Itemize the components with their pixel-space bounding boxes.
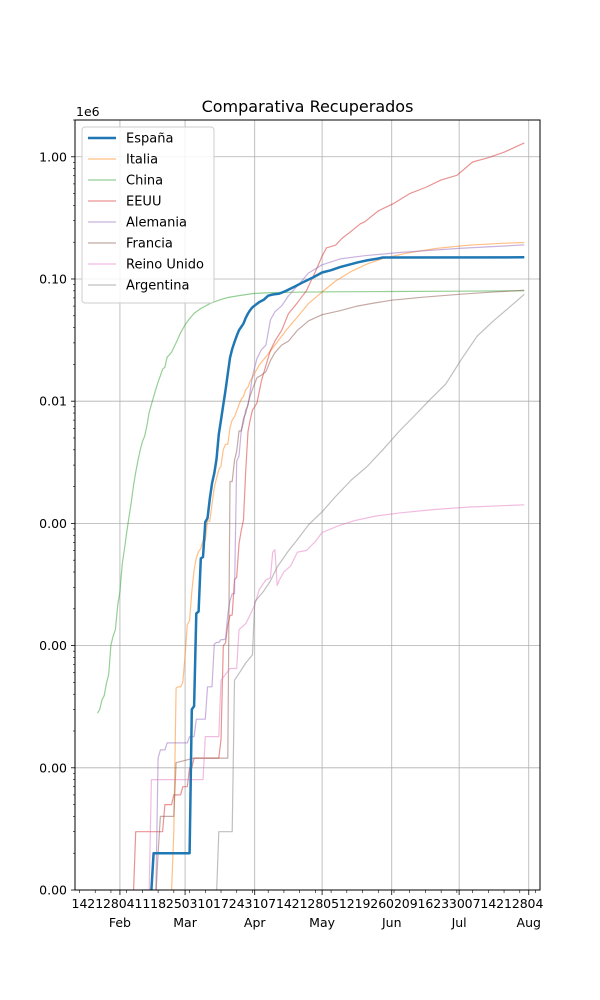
y-offset-label: 1e6 bbox=[76, 104, 100, 119]
y-tick-label: 0.00 bbox=[39, 883, 67, 898]
series-lines bbox=[96, 142, 525, 890]
y-tick-label: 0.00 bbox=[39, 516, 67, 531]
x-day-label: 03 bbox=[182, 896, 198, 911]
x-month-label: Mar bbox=[173, 915, 197, 930]
y-tick-label: 0.00 bbox=[39, 638, 67, 653]
series-line-china bbox=[96, 290, 525, 714]
legend-box bbox=[81, 126, 215, 304]
x-day-label: 12 bbox=[339, 896, 355, 911]
x-day-label: 04 bbox=[528, 896, 544, 911]
x-day-label: 21 bbox=[292, 896, 308, 911]
x-axis: 14 21 28 04 11 18 25 03 10 17 24 31 07 14 21 28 05 12 19 26… bbox=[72, 890, 544, 930]
x-day-label: 30 bbox=[449, 896, 465, 911]
x-day-label: 28 bbox=[103, 896, 119, 911]
series-line-reino-unido bbox=[148, 504, 525, 890]
series-line-alemania bbox=[143, 244, 525, 890]
legend-label: EEUU bbox=[126, 195, 161, 210]
x-day-label: 21 bbox=[496, 896, 512, 911]
x-day-label: 14 bbox=[480, 896, 496, 911]
y-tick-label: 0.10 bbox=[39, 271, 67, 286]
series-line-italia bbox=[170, 241, 525, 890]
x-day-label: 17 bbox=[213, 896, 229, 911]
x-month-label: Jun bbox=[381, 915, 402, 930]
legend-label: Argentina bbox=[126, 279, 189, 294]
y-tick-label: 0.01 bbox=[39, 394, 67, 409]
y-axis: 0.00 0.00 0.00 0.00 0.01 0.10 1.00 bbox=[39, 119, 75, 898]
x-day-label: 11 bbox=[134, 896, 150, 911]
series-line-españa bbox=[150, 256, 525, 890]
x-day-label: 24 bbox=[229, 896, 245, 911]
x-day-label: 05 bbox=[323, 896, 339, 911]
x-day-label: 07 bbox=[465, 896, 481, 911]
legend-label: China bbox=[126, 174, 163, 189]
x-day-label: 14 bbox=[72, 896, 88, 911]
x-day-label: 14 bbox=[276, 896, 292, 911]
x-day-label: 25 bbox=[166, 896, 182, 911]
x-day-label: 18 bbox=[150, 896, 166, 911]
legend: España Italia China EEUU Alemania Francia Rein… bbox=[81, 126, 215, 304]
x-day-label: 19 bbox=[355, 896, 371, 911]
x-day-label: 10 bbox=[197, 896, 213, 911]
x-day-label: 09 bbox=[402, 896, 418, 911]
x-month-label: Jul bbox=[451, 915, 467, 930]
x-day-label: 28 bbox=[512, 896, 528, 911]
x-day-label: 04 bbox=[119, 896, 135, 911]
legend-label: Francia bbox=[126, 237, 173, 252]
x-day-label: 23 bbox=[433, 896, 449, 911]
x-day-label: 02 bbox=[386, 896, 402, 911]
x-day-label: 07 bbox=[260, 896, 276, 911]
x-day-label: 28 bbox=[307, 896, 323, 911]
series-line-argentina bbox=[216, 293, 525, 890]
series-line-francia bbox=[155, 289, 525, 890]
y-tick-label: 1.00 bbox=[39, 149, 67, 164]
x-day-label: 31 bbox=[245, 896, 261, 911]
x-month-label: May bbox=[309, 915, 335, 930]
legend-label: Reino Unido bbox=[126, 258, 204, 273]
legend-label: Italia bbox=[126, 153, 158, 168]
x-month-label: Apr bbox=[244, 915, 266, 930]
chart-title: Comparativa Recuperados bbox=[202, 97, 414, 116]
x-month-label: Feb bbox=[109, 915, 131, 930]
x-day-label: 16 bbox=[417, 896, 433, 911]
legend-label: España bbox=[126, 132, 173, 147]
legend-label: Alemania bbox=[126, 216, 187, 231]
x-month-label: Aug bbox=[517, 915, 541, 930]
plot-frame bbox=[74, 119, 541, 891]
y-tick-label: 0.00 bbox=[39, 760, 67, 775]
x-day-label: 26 bbox=[370, 896, 386, 911]
x-day-label: 21 bbox=[87, 896, 103, 911]
